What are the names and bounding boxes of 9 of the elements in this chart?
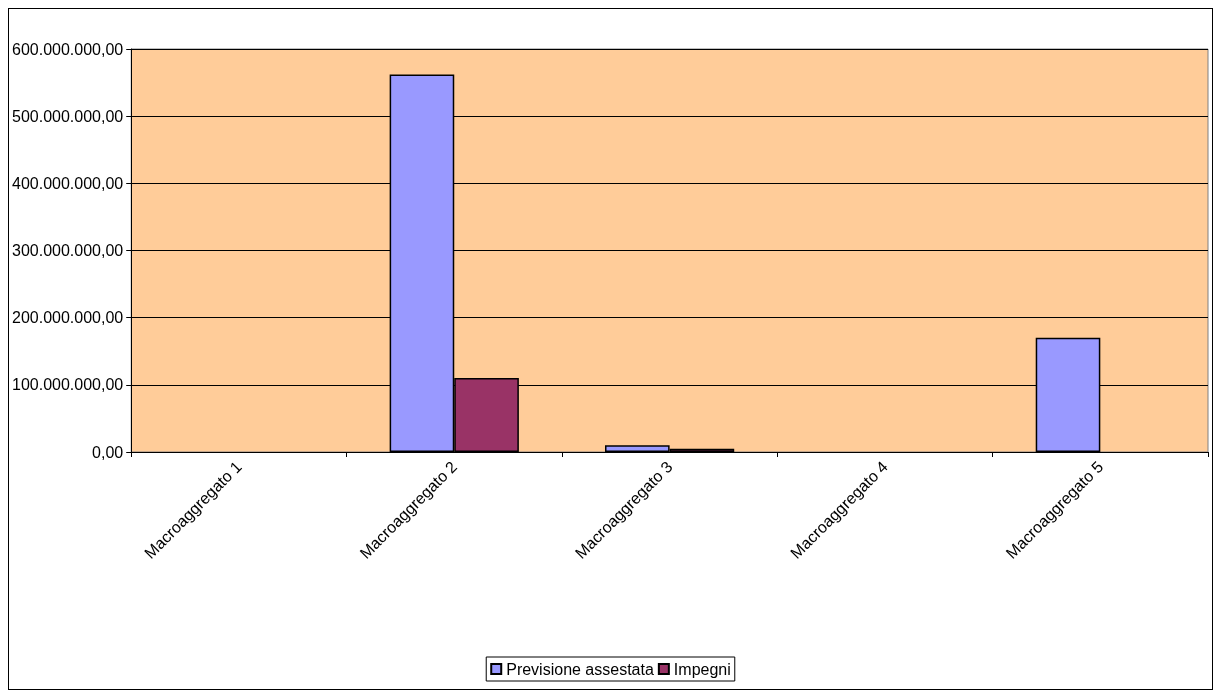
y-tick-label: 200.000.000,00 <box>12 309 124 327</box>
y-tick-label: 300.000.000,00 <box>12 242 124 259</box>
y-tick-label: 500.000.000,00 <box>12 107 124 125</box>
y-tick-label: 0,00 <box>92 443 124 461</box>
y-tick-label: 400.000.000,00 <box>12 174 124 192</box>
y-tick-label: 600.000.000,00 <box>12 40 124 58</box>
y-tick-label: 100.000.000,00 <box>12 376 124 394</box>
legend-label: Previsione assestata <box>506 660 654 678</box>
legend-label: Impegni <box>673 660 731 678</box>
